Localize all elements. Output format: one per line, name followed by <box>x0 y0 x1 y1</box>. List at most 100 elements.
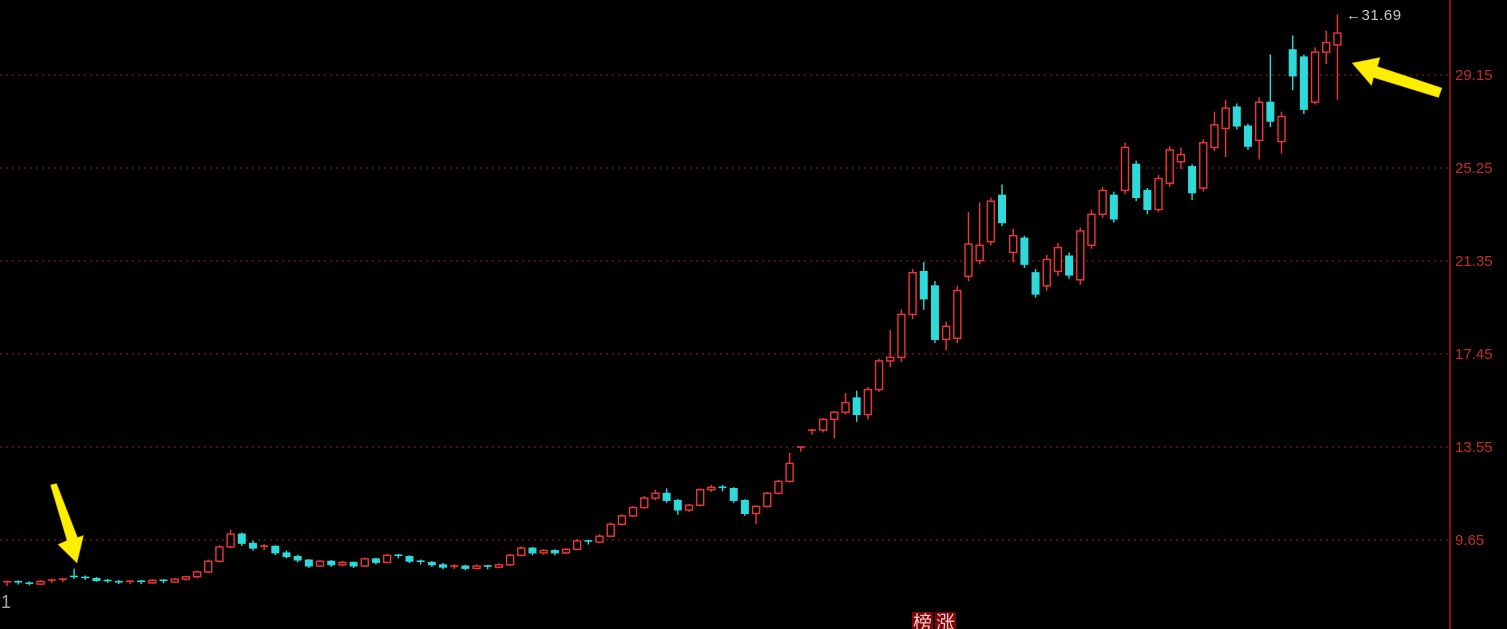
candle-body <box>919 270 928 300</box>
candle-body <box>684 504 694 511</box>
candle-body <box>1299 56 1308 110</box>
candle-body <box>763 492 772 508</box>
candle-body <box>695 488 705 506</box>
candle-body <box>1065 255 1074 276</box>
candle-body <box>1087 213 1096 246</box>
candle-body <box>1132 163 1141 199</box>
candle-body <box>1199 142 1208 189</box>
y-axis-tick-label: 25.25 <box>1455 160 1493 177</box>
candle-body <box>1232 106 1241 127</box>
candle-body <box>986 200 996 243</box>
y-axis-tick-label: 13.55 <box>1455 439 1493 456</box>
candle-body <box>327 560 336 566</box>
candle-body <box>226 533 235 548</box>
candle-body <box>1165 149 1174 184</box>
candle-body <box>908 271 917 316</box>
candle-body <box>528 547 537 554</box>
candle-body <box>830 411 839 421</box>
y-axis-tick-label: 9.65 <box>1455 532 1484 549</box>
candle-body <box>494 564 504 568</box>
candle-body <box>975 244 984 262</box>
candle-body <box>1254 101 1264 142</box>
candle-body <box>930 285 939 340</box>
candle-body <box>874 360 884 391</box>
candle-body <box>595 535 604 543</box>
candle-body <box>818 418 828 431</box>
candle-body <box>1143 189 1152 210</box>
candle-body <box>662 492 671 501</box>
candle-body <box>1109 194 1118 220</box>
candle-body <box>941 325 951 341</box>
candle-body <box>863 388 873 416</box>
period-high-value: 31.69 <box>1361 7 1402 24</box>
candle-body <box>1188 166 1197 194</box>
candle-body <box>1009 235 1018 254</box>
candle-body <box>204 560 213 573</box>
candle-body <box>1176 153 1186 163</box>
candle-body <box>1076 230 1085 281</box>
candle-body <box>1243 125 1252 147</box>
period-high-tag: ←31.69 <box>1346 7 1402 24</box>
candle-body <box>360 558 369 567</box>
candle-body <box>472 565 481 570</box>
candle-body <box>371 558 380 563</box>
candle-body <box>561 548 571 554</box>
y-axis-tick-label: 17.45 <box>1455 346 1493 363</box>
candle-body <box>1221 107 1230 130</box>
candle-body <box>1031 272 1040 295</box>
candle-body <box>998 194 1007 224</box>
candle-body <box>36 580 45 585</box>
candle-body <box>1310 51 1320 103</box>
candle-body <box>785 462 794 483</box>
candle-body <box>1277 115 1286 143</box>
annotation-arrow-top-right <box>1351 57 1443 98</box>
candle-body <box>315 560 325 567</box>
candle-body <box>293 555 302 561</box>
candle-body <box>248 542 257 549</box>
candle-body <box>405 555 414 562</box>
candle-body <box>572 540 582 551</box>
candle-body <box>1020 237 1029 265</box>
candle-body <box>271 545 280 554</box>
candle-body <box>1322 41 1331 53</box>
candle-body <box>92 577 101 582</box>
candle-body <box>953 289 962 339</box>
candle-body <box>517 547 526 556</box>
corner-label: 1 <box>1 592 12 612</box>
candle-body <box>1266 101 1275 122</box>
candle-body <box>338 561 347 566</box>
candle-body <box>617 515 627 525</box>
candle-body <box>729 487 738 501</box>
candle-body <box>427 561 436 566</box>
candle-body <box>215 546 224 562</box>
footer-tab-char-1[interactable]: 榜 <box>912 612 933 629</box>
candle-body <box>1154 177 1163 211</box>
left-arrow-icon: ← <box>1346 7 1362 24</box>
y-axis-tick-label: 21.35 <box>1455 253 1493 270</box>
candle-body <box>1053 246 1063 273</box>
candle-body <box>539 549 548 554</box>
footer-tab[interactable]: 榜 涨 <box>912 612 956 629</box>
candle-body <box>550 549 559 554</box>
candle-body <box>740 499 749 515</box>
y-axis-tick-label: 29.15 <box>1455 67 1493 84</box>
candle-body <box>192 571 202 578</box>
footer-tab-char-2[interactable]: 涨 <box>935 612 956 629</box>
candle-body <box>640 497 649 509</box>
candle-body <box>304 559 313 567</box>
annotation-arrow-bottom-left <box>50 483 84 564</box>
candle-body <box>349 561 358 567</box>
candle-body <box>1042 258 1051 287</box>
candle-body <box>439 564 448 568</box>
candle-body <box>673 499 682 511</box>
candle-body <box>461 565 470 569</box>
candle-body <box>751 505 761 515</box>
candle-body <box>170 578 179 583</box>
candle-body <box>282 552 291 557</box>
candle-body <box>852 397 861 416</box>
candle-body <box>382 554 392 564</box>
candle-body <box>1288 49 1297 77</box>
candle-body <box>1120 146 1130 192</box>
candle-body <box>841 401 850 413</box>
candle-body <box>886 356 895 362</box>
